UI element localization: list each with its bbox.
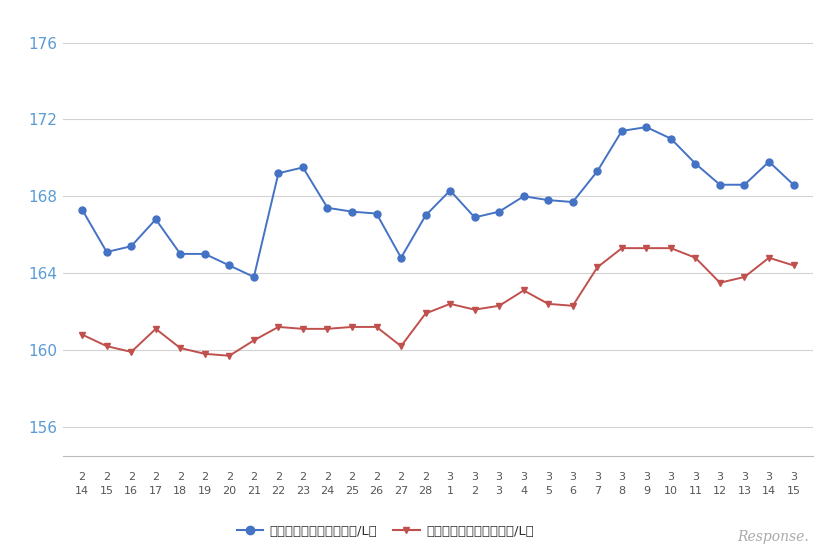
Text: 3: 3 — [570, 472, 576, 483]
Text: 2: 2 — [103, 472, 110, 483]
Text: Response.: Response. — [737, 529, 809, 544]
Text: 23: 23 — [296, 486, 310, 496]
Text: 3: 3 — [495, 486, 503, 496]
Text: 2: 2 — [201, 472, 208, 483]
Text: 2: 2 — [226, 472, 233, 483]
Text: 17: 17 — [148, 486, 163, 496]
Text: 8: 8 — [618, 486, 626, 496]
Text: 14: 14 — [762, 486, 776, 496]
Text: 2: 2 — [177, 472, 183, 483]
Text: 26: 26 — [369, 486, 384, 496]
Text: 5: 5 — [545, 486, 552, 496]
Text: 3: 3 — [667, 472, 675, 483]
Text: 28: 28 — [419, 486, 433, 496]
Text: 25: 25 — [345, 486, 359, 496]
Text: 3: 3 — [447, 472, 454, 483]
Text: 15: 15 — [100, 486, 113, 496]
Text: 3: 3 — [766, 472, 772, 483]
Text: 18: 18 — [173, 486, 188, 496]
Text: 22: 22 — [271, 486, 285, 496]
Text: 3: 3 — [716, 472, 723, 483]
Text: 2: 2 — [299, 472, 307, 483]
Text: 21: 21 — [247, 486, 261, 496]
Text: 2: 2 — [422, 472, 430, 483]
Legend: レギュラー看板価格（円/L）, レギュラー実売価格（円/L）: レギュラー看板価格（円/L）, レギュラー実売価格（円/L） — [231, 520, 540, 544]
Text: 20: 20 — [223, 486, 236, 496]
Text: 2: 2 — [398, 472, 404, 483]
Text: 2: 2 — [373, 472, 380, 483]
Text: 1: 1 — [447, 486, 454, 496]
Text: 3: 3 — [594, 472, 600, 483]
Text: 2: 2 — [324, 472, 331, 483]
Text: 3: 3 — [495, 472, 503, 483]
Text: 2: 2 — [78, 472, 86, 483]
Text: 3: 3 — [741, 472, 748, 483]
Text: 6: 6 — [570, 486, 576, 496]
Text: 3: 3 — [692, 472, 699, 483]
Text: 4: 4 — [520, 486, 527, 496]
Text: 7: 7 — [594, 486, 600, 496]
Text: 14: 14 — [75, 486, 89, 496]
Text: 2: 2 — [275, 472, 282, 483]
Text: 13: 13 — [737, 486, 751, 496]
Text: 19: 19 — [198, 486, 212, 496]
Text: 3: 3 — [471, 472, 478, 483]
Text: 3: 3 — [545, 472, 552, 483]
Text: 10: 10 — [664, 486, 678, 496]
Text: 3: 3 — [618, 472, 626, 483]
Text: 16: 16 — [124, 486, 138, 496]
Text: 3: 3 — [643, 472, 650, 483]
Text: 2: 2 — [128, 472, 135, 483]
Text: 11: 11 — [688, 486, 702, 496]
Text: 9: 9 — [643, 486, 650, 496]
Text: 12: 12 — [713, 486, 727, 496]
Text: 3: 3 — [520, 472, 527, 483]
Text: 2: 2 — [152, 472, 159, 483]
Text: 2: 2 — [471, 486, 478, 496]
Text: 24: 24 — [320, 486, 334, 496]
Text: 3: 3 — [790, 472, 797, 483]
Text: 15: 15 — [786, 486, 801, 496]
Text: 27: 27 — [394, 486, 408, 496]
Text: 2: 2 — [250, 472, 258, 483]
Text: 2: 2 — [349, 472, 355, 483]
